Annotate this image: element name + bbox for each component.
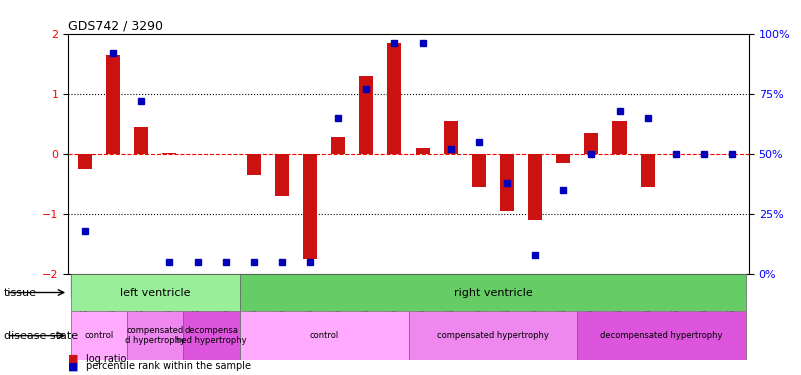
- Text: percentile rank within the sample: percentile rank within the sample: [86, 361, 251, 371]
- FancyBboxPatch shape: [634, 276, 661, 297]
- Bar: [183, 311, 239, 360]
- FancyBboxPatch shape: [578, 276, 605, 297]
- Bar: [578, 311, 746, 360]
- Text: compensated hypertrophy: compensated hypertrophy: [437, 331, 549, 340]
- Text: GDS742 / 3290: GDS742 / 3290: [68, 20, 163, 33]
- Bar: [247, 154, 261, 175]
- Bar: [528, 154, 542, 220]
- Bar: [388, 43, 401, 154]
- FancyBboxPatch shape: [521, 276, 549, 297]
- Text: decompensated hypertrophy: decompensated hypertrophy: [601, 331, 723, 340]
- Text: compensated
d hypertrophy: compensated d hypertrophy: [125, 326, 185, 345]
- Bar: [613, 121, 626, 154]
- FancyBboxPatch shape: [156, 276, 183, 297]
- Bar: [78, 154, 92, 169]
- FancyBboxPatch shape: [606, 276, 633, 297]
- Bar: [239, 311, 409, 360]
- FancyBboxPatch shape: [99, 276, 127, 297]
- Bar: [127, 311, 183, 360]
- FancyBboxPatch shape: [184, 276, 211, 297]
- FancyBboxPatch shape: [240, 276, 268, 297]
- Bar: [331, 137, 345, 154]
- Bar: [472, 154, 486, 187]
- FancyBboxPatch shape: [662, 276, 690, 297]
- Bar: [444, 121, 457, 154]
- Bar: [135, 127, 148, 154]
- FancyBboxPatch shape: [549, 276, 577, 297]
- Text: ■: ■: [68, 354, 78, 364]
- FancyBboxPatch shape: [690, 276, 718, 297]
- Text: right ventricle: right ventricle: [453, 288, 533, 297]
- Text: log ratio: log ratio: [86, 354, 126, 364]
- FancyBboxPatch shape: [352, 276, 380, 297]
- Bar: [163, 153, 176, 154]
- Text: control: control: [309, 331, 339, 340]
- FancyBboxPatch shape: [493, 276, 521, 297]
- Bar: [71, 274, 239, 311]
- FancyBboxPatch shape: [71, 276, 99, 297]
- Text: left ventricle: left ventricle: [120, 288, 191, 297]
- Bar: [106, 55, 120, 154]
- Text: ■: ■: [68, 361, 78, 371]
- FancyBboxPatch shape: [465, 276, 493, 297]
- FancyBboxPatch shape: [437, 276, 465, 297]
- Text: disease state: disease state: [4, 331, 78, 340]
- Bar: [303, 154, 317, 259]
- Bar: [239, 274, 746, 311]
- Bar: [416, 148, 429, 154]
- FancyBboxPatch shape: [324, 276, 352, 297]
- Text: decompensa
hed hypertrophy: decompensa hed hypertrophy: [176, 326, 247, 345]
- Bar: [71, 311, 127, 360]
- Text: tissue: tissue: [4, 288, 37, 297]
- FancyBboxPatch shape: [296, 276, 324, 297]
- FancyBboxPatch shape: [409, 276, 436, 297]
- FancyBboxPatch shape: [212, 276, 239, 297]
- Bar: [556, 154, 570, 163]
- Bar: [360, 76, 373, 154]
- FancyBboxPatch shape: [381, 276, 408, 297]
- Bar: [641, 154, 654, 187]
- Bar: [500, 154, 514, 211]
- Bar: [585, 133, 598, 154]
- Bar: [409, 311, 578, 360]
- FancyBboxPatch shape: [718, 276, 746, 297]
- Bar: [275, 154, 289, 196]
- FancyBboxPatch shape: [127, 276, 155, 297]
- FancyBboxPatch shape: [268, 276, 296, 297]
- Text: control: control: [84, 331, 114, 340]
